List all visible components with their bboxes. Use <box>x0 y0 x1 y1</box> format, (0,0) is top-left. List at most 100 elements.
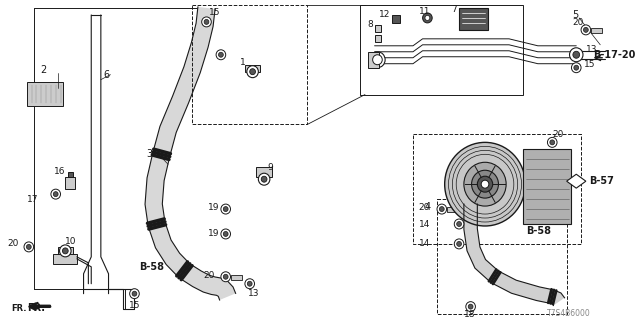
Bar <box>437 199 566 314</box>
Circle shape <box>223 274 228 279</box>
Bar <box>230 275 242 280</box>
Circle shape <box>372 55 382 65</box>
Text: 14: 14 <box>419 239 430 248</box>
Text: 20: 20 <box>204 271 215 280</box>
Text: 20: 20 <box>552 130 564 139</box>
Text: 19: 19 <box>207 229 219 238</box>
Circle shape <box>247 281 252 286</box>
Bar <box>257 167 272 177</box>
Circle shape <box>221 204 230 214</box>
Text: 19: 19 <box>207 203 219 212</box>
Circle shape <box>477 176 493 192</box>
Circle shape <box>374 56 381 64</box>
Circle shape <box>245 279 255 289</box>
Circle shape <box>570 48 583 62</box>
Circle shape <box>60 245 71 257</box>
Circle shape <box>472 170 499 198</box>
Text: 2: 2 <box>40 65 46 75</box>
Bar <box>245 65 260 72</box>
Polygon shape <box>145 7 236 300</box>
Circle shape <box>51 189 61 199</box>
Circle shape <box>218 52 223 57</box>
Text: 7: 7 <box>451 5 457 14</box>
Circle shape <box>24 242 34 252</box>
Circle shape <box>445 142 525 226</box>
Circle shape <box>547 137 557 147</box>
Text: 20: 20 <box>8 239 19 248</box>
Circle shape <box>572 63 581 73</box>
Circle shape <box>132 291 137 296</box>
Circle shape <box>468 304 473 309</box>
Circle shape <box>53 192 58 196</box>
Text: 13: 13 <box>586 45 597 54</box>
Circle shape <box>422 13 432 23</box>
Circle shape <box>581 25 591 35</box>
Circle shape <box>204 20 209 24</box>
Circle shape <box>130 289 140 299</box>
Bar <box>58 247 73 255</box>
Text: B-58: B-58 <box>526 226 551 236</box>
Text: 17: 17 <box>27 195 38 204</box>
Circle shape <box>574 65 579 70</box>
Text: FR.: FR. <box>27 303 45 313</box>
Bar <box>413 134 581 244</box>
Circle shape <box>63 248 68 254</box>
Circle shape <box>584 28 588 32</box>
Circle shape <box>247 66 259 78</box>
Text: 5: 5 <box>572 10 579 20</box>
Circle shape <box>457 221 461 227</box>
Bar <box>524 149 572 224</box>
Text: B-58: B-58 <box>140 262 164 272</box>
Bar <box>447 207 458 212</box>
Circle shape <box>216 50 226 60</box>
Text: 20: 20 <box>573 18 584 28</box>
Polygon shape <box>464 204 564 306</box>
Circle shape <box>573 51 580 58</box>
Bar <box>65 177 75 189</box>
Text: 8: 8 <box>367 20 372 29</box>
Bar <box>360 5 524 95</box>
Bar <box>392 15 399 23</box>
Text: 20: 20 <box>418 203 429 212</box>
Text: 6: 6 <box>104 70 110 80</box>
Circle shape <box>454 239 464 249</box>
Circle shape <box>261 176 267 182</box>
Circle shape <box>259 173 270 185</box>
Circle shape <box>440 207 444 212</box>
Text: B-57: B-57 <box>589 176 614 186</box>
Circle shape <box>223 207 228 212</box>
Text: 18: 18 <box>464 310 476 319</box>
Text: T7S4B6000: T7S4B6000 <box>547 309 591 318</box>
Text: 3: 3 <box>146 149 152 159</box>
Text: 15: 15 <box>584 60 595 69</box>
Circle shape <box>370 52 385 68</box>
Circle shape <box>26 244 31 249</box>
Bar <box>27 82 63 106</box>
Text: 15: 15 <box>209 8 221 18</box>
Circle shape <box>221 229 230 239</box>
Text: FR.: FR. <box>12 304 27 313</box>
Text: 1: 1 <box>240 58 246 67</box>
Circle shape <box>466 302 476 312</box>
Bar <box>374 35 381 42</box>
Text: 12: 12 <box>378 11 390 20</box>
Circle shape <box>464 162 506 206</box>
Polygon shape <box>566 174 586 188</box>
Circle shape <box>437 204 447 214</box>
Circle shape <box>250 69 255 75</box>
Circle shape <box>223 231 228 236</box>
Circle shape <box>202 17 211 27</box>
Circle shape <box>425 15 430 20</box>
Circle shape <box>454 219 464 229</box>
Text: 9: 9 <box>267 163 273 172</box>
Bar <box>368 52 380 68</box>
Text: 13: 13 <box>248 289 259 298</box>
Text: 10: 10 <box>65 237 77 246</box>
Circle shape <box>221 272 230 282</box>
Bar <box>192 5 307 124</box>
Circle shape <box>481 180 489 188</box>
Bar <box>459 8 488 30</box>
Text: 16: 16 <box>54 167 65 176</box>
Bar <box>374 25 381 32</box>
Circle shape <box>550 140 555 145</box>
